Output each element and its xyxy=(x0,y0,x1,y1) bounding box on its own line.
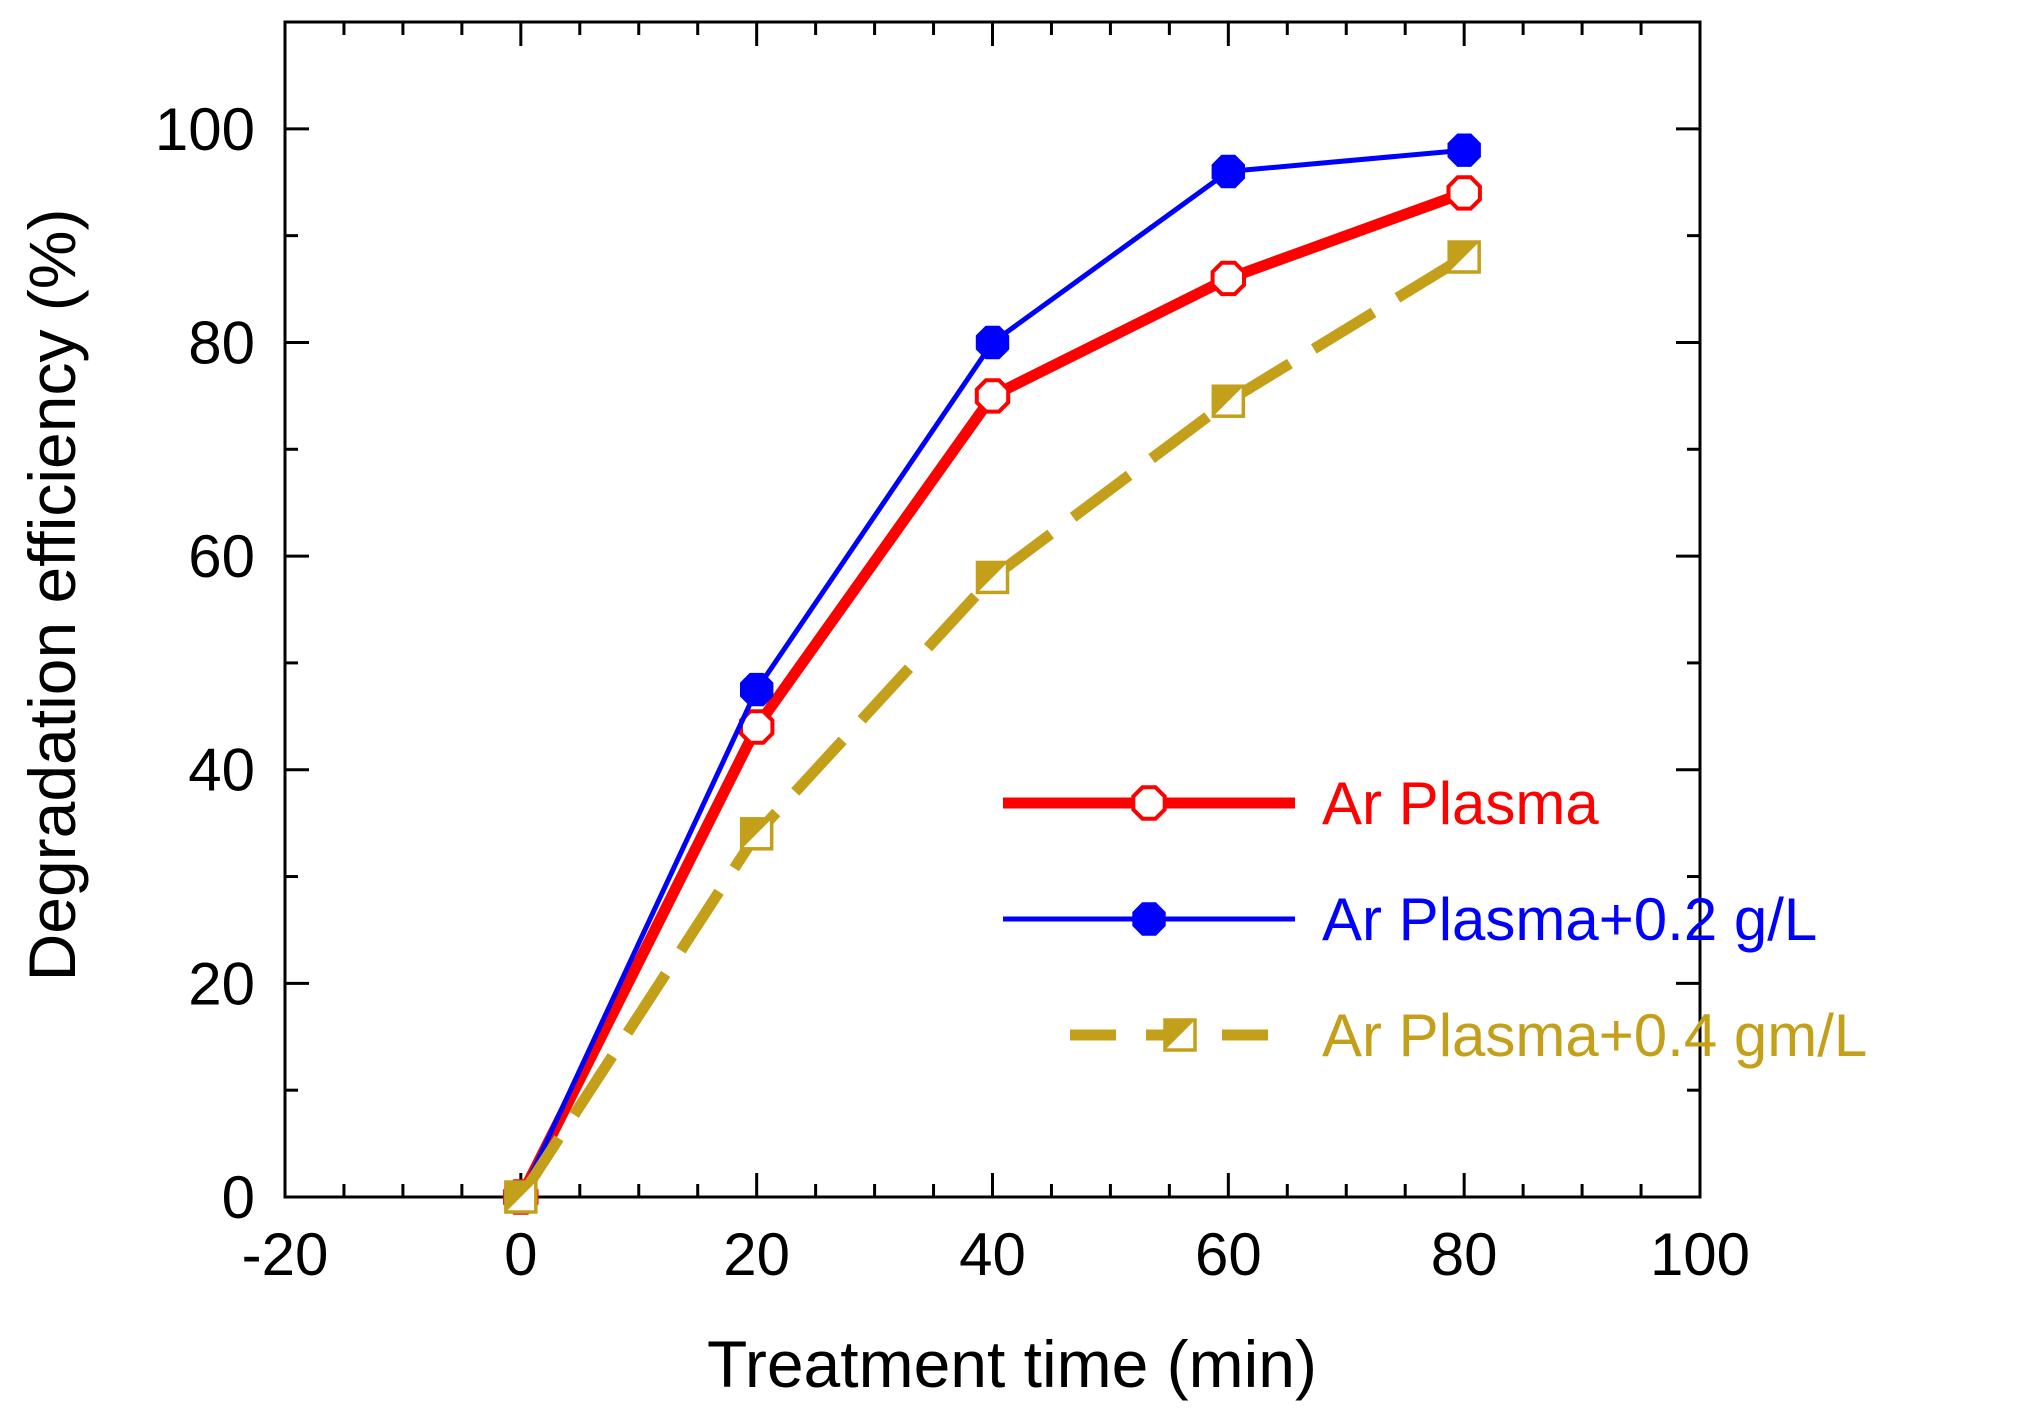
data-point-marker xyxy=(975,560,1010,595)
x-tick-label: 20 xyxy=(723,1221,790,1288)
data-point-marker xyxy=(740,672,774,707)
legend-item-3: Ar Plasma+0.4 gm/L xyxy=(1070,1002,1867,1069)
data-point-marker xyxy=(1211,154,1245,189)
x-tick-label: 100 xyxy=(1650,1221,1750,1288)
legend-label: Ar Plasma+0.4 gm/L xyxy=(1322,1002,1867,1069)
legend-label: Ar Plasma+0.2 g/L xyxy=(1322,886,1817,953)
legend-label: Ar Plasma xyxy=(1322,770,1599,837)
marker-square-fill xyxy=(977,562,1008,593)
legend: Ar Plasma Ar Plasma+0.2 g/L Ar Plasma+0.4 … xyxy=(1003,770,1867,1069)
marker-square-fill xyxy=(1213,386,1244,417)
data-point-marker xyxy=(739,817,774,851)
y-tick-label: 0 xyxy=(222,1164,255,1231)
y-tick-label: 40 xyxy=(188,737,255,804)
series-3 xyxy=(504,240,1481,1214)
y-axis-title: Degradation efficiency (%) xyxy=(15,209,89,982)
x-tick-label: 40 xyxy=(959,1221,1026,1288)
data-point-marker xyxy=(975,325,1010,360)
data-point-marker xyxy=(504,1180,538,1214)
legend-item-2: Ar Plasma+0.2 g/L xyxy=(1003,886,1817,953)
x-tick-label: 80 xyxy=(1431,1221,1498,1288)
x-tick-label: -20 xyxy=(242,1221,329,1288)
y-tick-label: 60 xyxy=(188,523,255,590)
data-series xyxy=(503,133,1482,1215)
data-point-marker xyxy=(974,378,1011,414)
marker-square-fill xyxy=(1165,1020,1195,1050)
axis-ticks xyxy=(283,20,1702,1199)
data-point-marker xyxy=(1447,133,1481,167)
y-tick-label: 80 xyxy=(188,309,255,376)
marker-square-fill xyxy=(505,1182,536,1212)
legend-swatch-marker xyxy=(1132,902,1166,936)
data-point-marker xyxy=(1211,384,1246,418)
data-point-marker xyxy=(1446,175,1482,211)
legend-swatch-marker xyxy=(1163,1018,1197,1052)
legend-swatch-marker xyxy=(1131,785,1167,821)
x-axis-title: Treatment time (min) xyxy=(707,1327,1317,1401)
y-tick-label: 20 xyxy=(188,950,255,1017)
x-tick-label: 0 xyxy=(504,1221,537,1288)
x-tick-label: 60 xyxy=(1195,1221,1262,1288)
marker-square-fill xyxy=(741,818,772,849)
data-point-marker xyxy=(1447,240,1481,274)
data-point-marker xyxy=(1210,260,1246,297)
marker-square-fill xyxy=(1449,242,1480,272)
legend-item-1: Ar Plasma xyxy=(1003,770,1599,837)
y-tick-label: 100 xyxy=(155,96,255,163)
